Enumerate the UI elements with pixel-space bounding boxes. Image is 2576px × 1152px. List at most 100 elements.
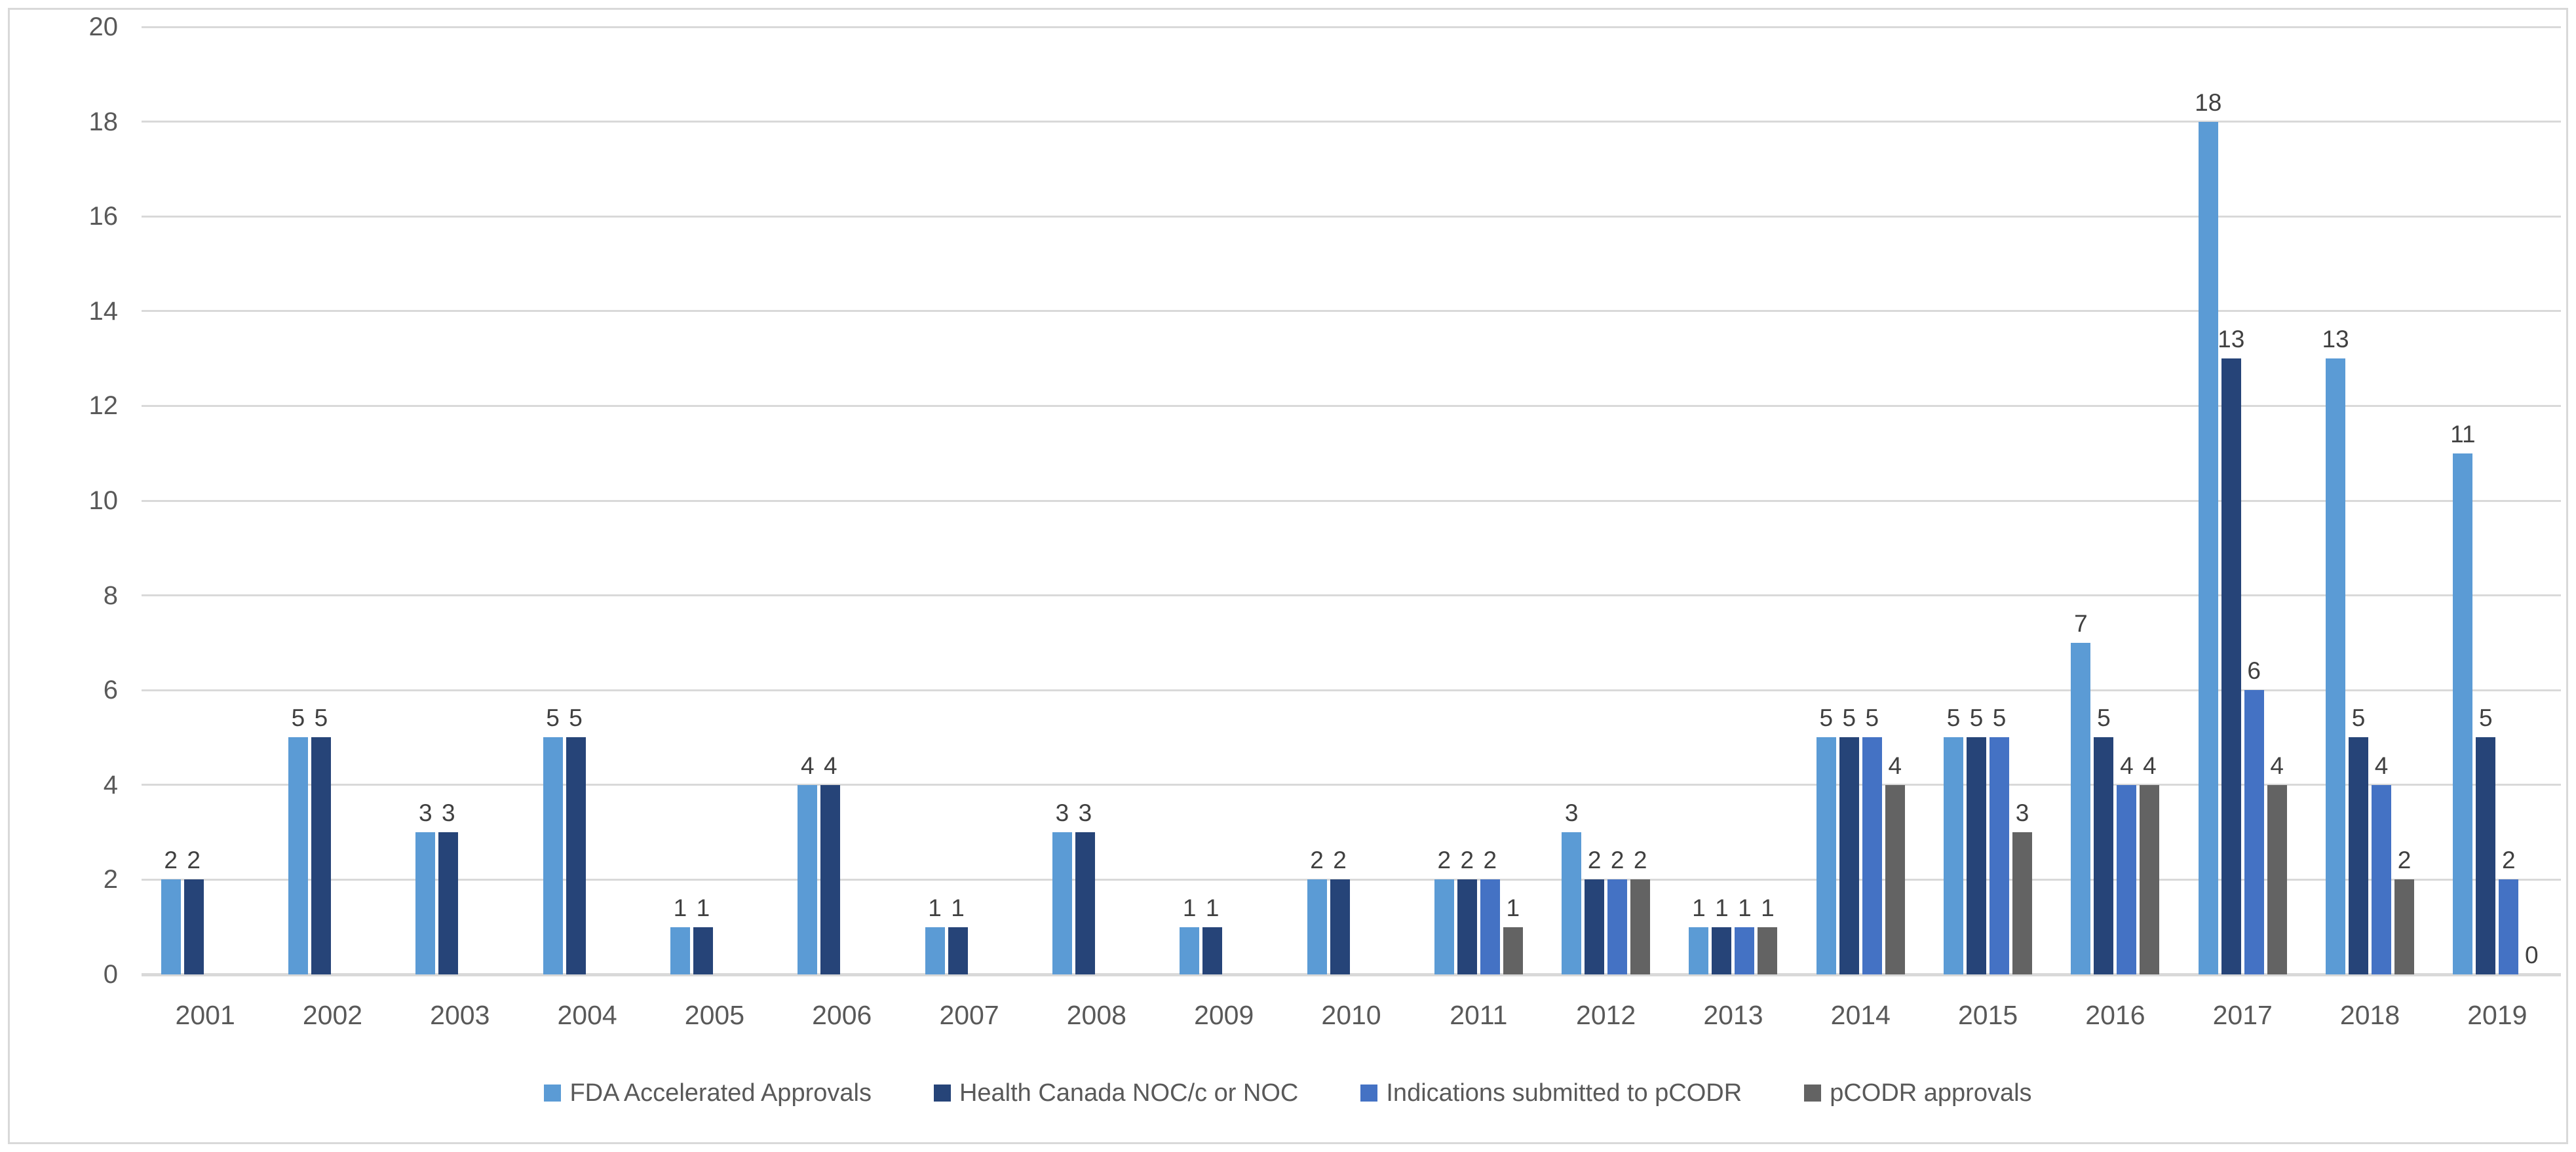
legend-label-indications-submitted-to-pcodr: Indications submitted to pCODR [1386,1079,1742,1107]
data-label-pcodr-approvals-2012: 2 [1633,847,1647,874]
bar-pcodr-approvals-2017 [2267,785,2287,974]
data-label-fda-accelerated-approvals-2008: 3 [1055,799,1069,826]
data-label-fda-accelerated-approvals-2006: 4 [800,752,815,779]
gridline-y10 [142,499,2561,502]
data-label-health-canada-noc-c-or-noc-2003: 3 [441,799,455,826]
data-label-fda-accelerated-approvals-2014: 5 [1819,704,1834,731]
bar-pcodr-approvals-2013 [1758,927,1778,974]
data-label-fda-accelerated-approvals-2002: 5 [291,704,305,731]
data-label-indications-submitted-to-pcodr-2015: 5 [1992,704,2007,731]
bar-indications-submitted-to-pcodr-2016 [2117,785,2137,974]
data-label-health-canada-noc-c-or-noc-2004: 5 [569,704,583,731]
x-axis-label-2019: 2019 [2467,1000,2528,1030]
data-label-health-canada-noc-c-or-noc-2002: 5 [314,704,328,731]
data-label-pcodr-approvals-2018: 2 [2397,847,2412,874]
bar-fda-accelerated-approvals-2005 [670,927,690,974]
bar-health-canada-noc-c-or-noc-2004 [566,737,586,974]
gridline-y18 [142,121,2561,123]
legend-swatch-pcodr-approvals [1804,1085,1822,1102]
bar-health-canada-noc-c-or-noc-2018 [2349,737,2369,974]
data-label-pcodr-approvals-2011: 1 [1506,894,1520,921]
legend-label-health-canada-noc-c-or-noc: Health Canada NOC/c or NOC [959,1079,1299,1107]
legend-swatch-indications-submitted-to-pcodr [1360,1085,1378,1102]
legend-swatch-fda-accelerated-approvals [544,1085,562,1102]
bar-fda-accelerated-approvals-2012 [1562,832,1582,974]
bar-indications-submitted-to-pcodr-2019 [2499,879,2519,974]
data-label-fda-accelerated-approvals-2007: 1 [928,894,942,921]
x-axis-label-2016: 2016 [2085,1000,2145,1030]
bar-health-canada-noc-c-or-noc-2010 [1330,879,1350,974]
legend-item-pcodr-approvals: pCODR approvals [1804,1079,2032,1107]
x-axis-label-2012: 2012 [1576,1000,1636,1030]
x-axis-label-2014: 2014 [1830,1000,1891,1030]
x-axis-label-2015: 2015 [1957,1000,2018,1030]
gridline-y14 [142,310,2561,313]
bar-fda-accelerated-approvals-2013 [1689,927,1709,974]
x-axis-label-2005: 2005 [684,1000,745,1030]
bar-health-canada-noc-c-or-noc-2015 [1967,737,1987,974]
bar-fda-accelerated-approvals-2008 [1052,832,1072,974]
gridline-y2 [142,878,2561,881]
bar-health-canada-noc-c-or-noc-2008 [1075,832,1095,974]
bar-health-canada-noc-c-or-noc-2017 [2221,358,2241,974]
data-label-health-canada-noc-c-or-noc-2001: 2 [187,847,201,874]
y-axis-tick-label-18: 18 [88,107,119,136]
bar-fda-accelerated-approvals-2018 [2326,358,2346,974]
bar-health-canada-noc-c-or-noc-2007 [948,927,968,974]
data-label-health-canada-noc-c-or-noc-2009: 1 [1205,894,1220,921]
data-label-fda-accelerated-approvals-2018: 13 [2322,326,2349,353]
bar-fda-accelerated-approvals-2007 [925,927,945,974]
legend-item-health-canada-noc-c-or-noc: Health Canada NOC/c or NOC [933,1079,1299,1107]
y-axis-tick-label-10: 10 [88,486,119,515]
x-axis-label-2009: 2009 [1194,1000,1254,1030]
bar-indications-submitted-to-pcodr-2015 [1990,737,2010,974]
legend-label-fda-accelerated-approvals: FDA Accelerated Approvals [569,1079,872,1107]
bar-health-canada-noc-c-or-noc-2012 [1585,879,1605,974]
bar-health-canada-noc-c-or-noc-2006 [820,785,841,974]
data-label-health-canada-noc-c-or-noc-2018: 5 [2351,704,2366,731]
gridline-y16 [142,215,2561,218]
bar-pcodr-approvals-2014 [1885,785,1905,974]
bar-health-canada-noc-c-or-noc-2002 [311,737,331,974]
x-axis-label-2003: 2003 [430,1000,490,1030]
bar-health-canada-noc-c-or-noc-2005 [693,927,713,974]
data-label-health-canada-noc-c-or-noc-2006: 4 [823,752,837,779]
x-axis-label-2013: 2013 [1703,1000,1763,1030]
data-label-fda-accelerated-approvals-2010: 2 [1310,847,1324,874]
data-label-health-canada-noc-c-or-noc-2011: 2 [1460,847,1474,874]
x-axis-label-2017: 2017 [2212,1000,2273,1030]
bar-indications-submitted-to-pcodr-2017 [2244,690,2264,974]
gridline-y20 [142,26,2561,28]
y-axis-tick-label-6: 6 [103,676,118,705]
y-axis-tick-label-2: 2 [103,865,118,894]
data-label-health-canada-noc-c-or-noc-2014: 5 [1842,704,1856,731]
x-axis-label-2010: 2010 [1321,1000,1381,1030]
data-label-indications-submitted-to-pcodr-2018: 4 [2374,752,2389,779]
data-label-health-canada-noc-c-or-noc-2010: 2 [1333,847,1347,874]
data-label-fda-accelerated-approvals-2004: 5 [546,704,560,731]
legend-swatch-health-canada-noc-c-or-noc [933,1085,951,1102]
data-label-fda-accelerated-approvals-2003: 3 [418,799,433,826]
bar-health-canada-noc-c-or-noc-2001 [183,879,204,974]
data-label-pcodr-approvals-2019: 0 [2525,942,2539,969]
legend-label-pcodr-approvals: pCODR approvals [1830,1079,2032,1107]
data-label-fda-accelerated-approvals-2013: 1 [1692,894,1706,921]
legend-item-indications-submitted-to-pcodr: Indications submitted to pCODR [1360,1079,1742,1107]
bar-pcodr-approvals-2016 [2140,785,2160,974]
chart-legend: FDA Accelerated Approvals Health Canada N… [0,1076,2576,1110]
data-label-health-canada-noc-c-or-noc-2007: 1 [951,894,965,921]
bar-fda-accelerated-approvals-2017 [2198,122,2218,974]
bar-health-canada-noc-c-or-noc-2011 [1457,879,1477,974]
x-axis-label-2007: 2007 [939,1000,999,1030]
data-label-pcodr-approvals-2013: 1 [1761,894,1775,921]
bar-indications-submitted-to-pcodr-2018 [2372,785,2392,974]
data-label-fda-accelerated-approvals-2017: 18 [2195,89,2222,116]
data-label-health-canada-noc-c-or-noc-2013: 1 [1715,894,1729,921]
bar-indications-submitted-to-pcodr-2012 [1607,879,1628,974]
bar-fda-accelerated-approvals-2004 [543,737,563,974]
bar-health-canada-noc-c-or-noc-2014 [1839,737,1859,974]
bar-pcodr-approvals-2015 [2012,832,2033,974]
gridline-y8 [142,594,2561,597]
bar-fda-accelerated-approvals-2015 [1944,737,1964,974]
